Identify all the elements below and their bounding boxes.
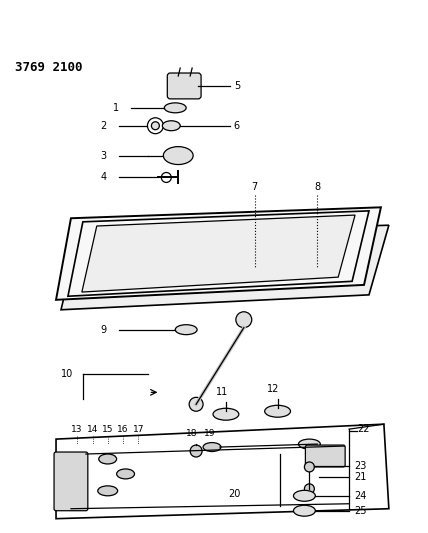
Circle shape bbox=[236, 312, 252, 328]
Text: 12: 12 bbox=[268, 384, 280, 394]
Ellipse shape bbox=[265, 405, 291, 417]
Text: 7: 7 bbox=[252, 182, 258, 192]
Text: 2: 2 bbox=[101, 121, 107, 131]
Text: 19: 19 bbox=[204, 429, 216, 438]
Text: 4: 4 bbox=[101, 173, 107, 182]
Ellipse shape bbox=[213, 408, 239, 420]
Ellipse shape bbox=[175, 325, 197, 335]
Text: 5: 5 bbox=[234, 81, 240, 91]
Text: 17: 17 bbox=[133, 425, 144, 434]
Polygon shape bbox=[82, 215, 355, 292]
Text: 9: 9 bbox=[101, 325, 107, 335]
Circle shape bbox=[304, 462, 314, 472]
Text: 23: 23 bbox=[354, 461, 366, 471]
Polygon shape bbox=[61, 225, 389, 310]
Ellipse shape bbox=[298, 439, 320, 449]
Ellipse shape bbox=[203, 442, 221, 451]
Text: 14: 14 bbox=[87, 425, 98, 434]
Text: 10: 10 bbox=[61, 369, 73, 379]
Text: 20: 20 bbox=[229, 489, 241, 499]
Text: 6: 6 bbox=[234, 121, 240, 131]
Circle shape bbox=[190, 445, 202, 457]
Text: 13: 13 bbox=[71, 425, 83, 434]
Text: 15: 15 bbox=[102, 425, 113, 434]
Text: 25: 25 bbox=[354, 506, 367, 516]
FancyBboxPatch shape bbox=[167, 73, 201, 99]
Text: 3: 3 bbox=[101, 151, 107, 160]
Circle shape bbox=[152, 122, 159, 130]
Text: 21: 21 bbox=[354, 472, 366, 482]
Circle shape bbox=[189, 397, 203, 411]
Ellipse shape bbox=[294, 505, 315, 516]
Text: 22: 22 bbox=[357, 424, 369, 434]
Text: 24: 24 bbox=[354, 491, 366, 501]
Text: 3769 2100: 3769 2100 bbox=[15, 61, 83, 74]
Polygon shape bbox=[56, 207, 381, 300]
Ellipse shape bbox=[117, 469, 134, 479]
Ellipse shape bbox=[164, 103, 186, 113]
Text: 8: 8 bbox=[314, 182, 321, 192]
Text: 1: 1 bbox=[113, 103, 119, 113]
Circle shape bbox=[304, 484, 314, 494]
FancyBboxPatch shape bbox=[306, 445, 345, 467]
FancyBboxPatch shape bbox=[54, 452, 88, 511]
Text: 18: 18 bbox=[186, 429, 198, 438]
Ellipse shape bbox=[162, 121, 180, 131]
Text: 16: 16 bbox=[117, 425, 128, 434]
Text: 11: 11 bbox=[216, 387, 228, 397]
Ellipse shape bbox=[98, 486, 118, 496]
Ellipse shape bbox=[294, 490, 315, 501]
Ellipse shape bbox=[99, 454, 117, 464]
Ellipse shape bbox=[163, 147, 193, 165]
